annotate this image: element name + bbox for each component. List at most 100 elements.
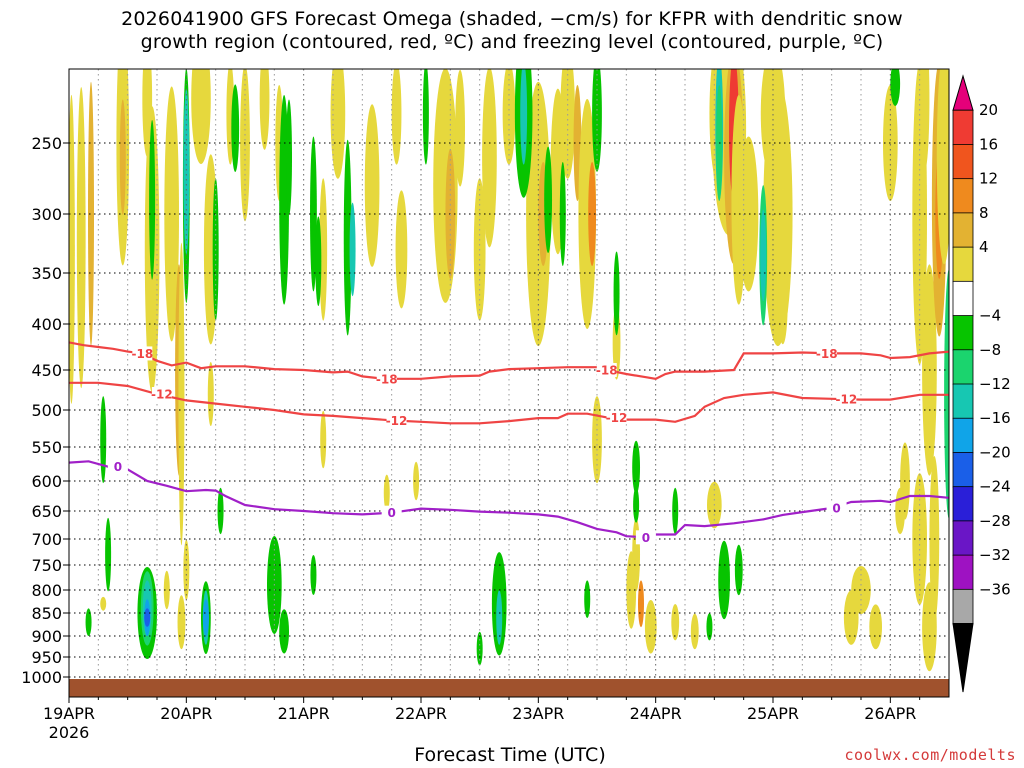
- omega-shade-region: [578, 99, 597, 329]
- contour-label: -12: [835, 392, 857, 406]
- omega-shade-region: [279, 609, 289, 654]
- colorbar-segment: [952, 280, 974, 317]
- x-tick-label: 26APR: [864, 704, 916, 723]
- omega-shade-region: [349, 202, 356, 297]
- y-tick-label: 450: [31, 361, 62, 380]
- omega-shade-region: [183, 88, 190, 255]
- colorbar-label: 16: [979, 135, 998, 153]
- omega-shade-region: [88, 81, 94, 347]
- omega-shade-region: [202, 599, 209, 636]
- contour-label-bg: [107, 459, 128, 474]
- y-tick-label: 400: [31, 315, 62, 334]
- contour-layer: -18 -18 -18 -18 -12 -12 -12 -12 0 0 0 0: [69, 341, 949, 545]
- omega-shade-region: [391, 69, 402, 165]
- colorbar-segment: [952, 452, 974, 488]
- colorbar-label: −32: [979, 546, 1011, 564]
- contour-label: -18: [596, 364, 618, 378]
- y-tick-label: 800: [31, 581, 62, 600]
- omega-shade-region: [922, 582, 937, 672]
- terrain-ground-bar: [69, 679, 949, 697]
- omega-shade-region: [164, 86, 180, 342]
- omega-shade-region: [330, 69, 346, 179]
- contour-line: [69, 341, 949, 380]
- colorbar: 20 16 12 8 4 −4 −8 −12 −16 −20 −24 −28 −32 −36: [952, 74, 1011, 693]
- omega-shade-region: [476, 631, 483, 666]
- credit-text: coolwx.com/modelts: [844, 746, 1016, 764]
- y-tick-label: 1000: [21, 668, 62, 687]
- omega-shade-region: [455, 69, 465, 187]
- x-tick-label: 19APR: [43, 704, 95, 723]
- contour-line: [69, 460, 949, 539]
- x-tick-label: 22APR: [395, 704, 447, 723]
- omega-shade-region: [395, 190, 408, 309]
- omega-shade-region: [119, 99, 126, 215]
- contour-label-bg: [376, 371, 397, 386]
- omega-shade-region: [559, 162, 566, 266]
- omega-shade-region: [310, 555, 317, 595]
- x-tick-label: 23APR: [512, 704, 564, 723]
- colorbar-segment: [952, 109, 974, 146]
- omega-shade-region: [718, 540, 730, 620]
- contour-label-bg: [151, 387, 172, 401]
- colorbar-segment: [952, 520, 974, 557]
- colorbar-top-arrow: [952, 74, 974, 111]
- omega-shade-region: [502, 69, 516, 165]
- omega-shade-region: [777, 263, 788, 345]
- y-tick-label: 350: [31, 264, 62, 283]
- omega-shade-region: [207, 362, 214, 426]
- colorbar-label: −20: [979, 443, 1011, 461]
- colorbar-segment: [952, 486, 974, 522]
- y-tick-label: 600: [31, 472, 62, 491]
- omega-shade-region: [632, 517, 641, 592]
- omega-shade-region: [315, 216, 322, 306]
- colorbar-label: −4: [979, 307, 1001, 325]
- colorbar-label: 12: [979, 170, 998, 188]
- y-axis: 250 300 350 400 450 500 550 600 650 700 750 800 850 9…: [21, 134, 69, 687]
- colorbar-segment: [952, 554, 974, 591]
- omega-shade-region: [760, 209, 767, 302]
- omega-shade-region: [584, 580, 591, 618]
- omega-shade-region: [105, 517, 112, 592]
- colorbar-segment: [952, 315, 974, 351]
- omega-shade-region: [85, 608, 92, 636]
- omega-shade-region: [178, 242, 185, 546]
- omega-shade-region: [343, 139, 352, 336]
- colorbar-label: −8: [979, 341, 1001, 359]
- colorbar-segment: [952, 144, 974, 180]
- omega-shade-region: [890, 69, 901, 106]
- omega-shade-region: [100, 596, 107, 611]
- omega-shade-region: [231, 84, 240, 172]
- contour-label: 0: [832, 502, 840, 516]
- omega-shade-region: [671, 604, 680, 641]
- colorbar-label: −28: [979, 512, 1011, 530]
- colorbar-label: −12: [979, 375, 1011, 393]
- omega-shade-region: [191, 69, 211, 164]
- omega-shade-region: [869, 604, 883, 650]
- contour-label: -18: [376, 372, 398, 386]
- x-tick-label: 20APR: [160, 704, 212, 723]
- contour-label-bg: [606, 410, 627, 425]
- omega-shade-region: [763, 81, 793, 347]
- contour-label: -12: [606, 411, 628, 425]
- colorbar-label: 20: [979, 101, 998, 119]
- colorbar-label: −24: [979, 478, 1011, 496]
- contour-label: 0: [642, 531, 650, 545]
- y-tick-label: 300: [31, 205, 62, 224]
- chart-title-line-2: growth region (contoured, red, ºC) and f…: [140, 31, 884, 53]
- contour-label: 0: [114, 460, 122, 474]
- contour-line: [69, 381, 949, 425]
- contour-label-bg: [826, 501, 847, 515]
- omega-shade-region: [936, 69, 949, 265]
- colorbar-segment: [952, 417, 974, 454]
- omega-shade-region: [413, 461, 420, 501]
- y-tick-label: 700: [31, 530, 62, 549]
- y-tick-label: 500: [31, 401, 62, 420]
- contour-label-bg: [635, 530, 656, 545]
- colorbar-segment: [952, 383, 974, 420]
- chart-title-line-1: 2026041900 GFS Forecast Omega (shaded, −…: [121, 8, 903, 30]
- omega-shade-region: [644, 600, 657, 654]
- colorbar-label: −16: [979, 409, 1011, 427]
- colorbar-label: 4: [979, 238, 989, 256]
- colorbar-segment: [952, 588, 974, 625]
